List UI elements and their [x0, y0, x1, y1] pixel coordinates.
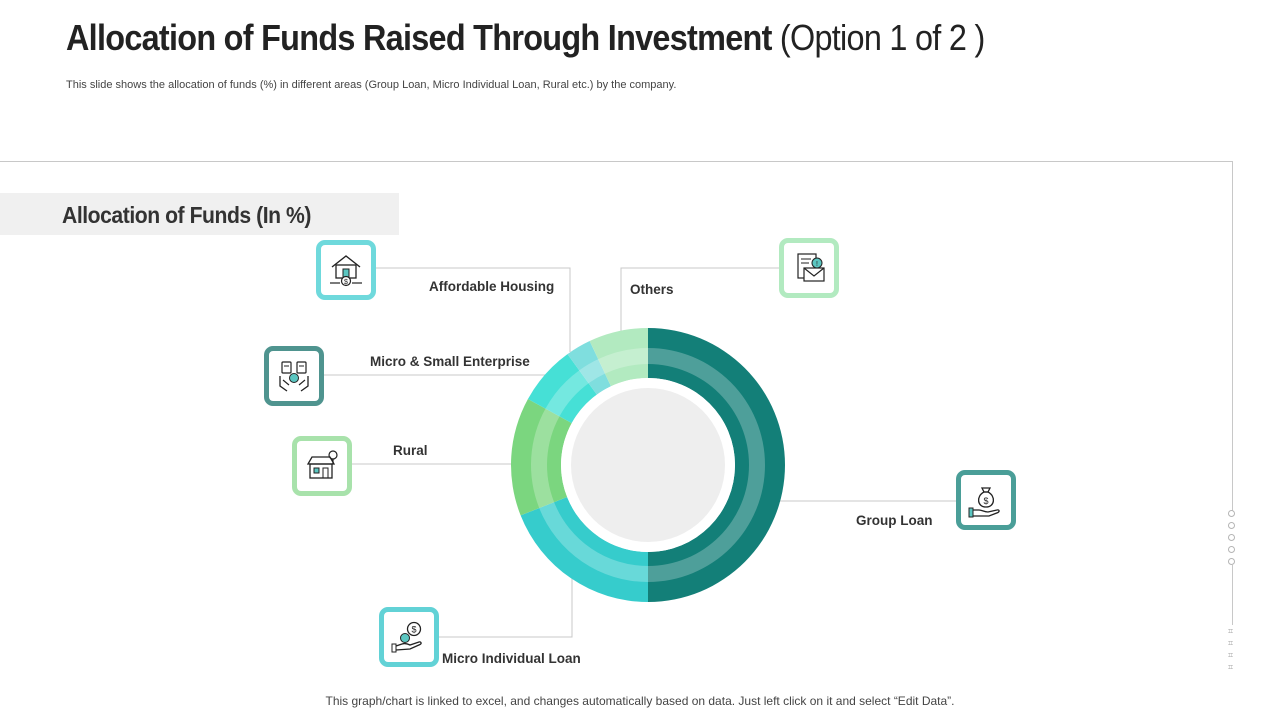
others-tile[interactable]: ! — [779, 238, 839, 298]
slice-others[interactable] — [589, 328, 648, 387]
slice-label-group-loan: Group Loan — [856, 513, 933, 528]
donut-center — [571, 388, 725, 542]
slice-label-micro-individual-loan: Micro Individual Loan — [442, 651, 581, 666]
slice-band-affordable-housing — [579, 359, 605, 384]
svg-text:$: $ — [344, 279, 348, 286]
title-main: Allocation of Funds Raised Through Inves… — [66, 17, 772, 58]
side-grip-icon: ⌗ — [1228, 638, 1234, 648]
svg-text:$: $ — [983, 496, 988, 506]
rural-tile[interactable] — [292, 436, 352, 496]
side-nav-dot[interactable] — [1228, 558, 1235, 565]
slice-band-micro-individual-loan — [539, 502, 648, 582]
svg-text:!: ! — [816, 261, 818, 268]
leader-line-others — [620, 267, 779, 331]
group-loan-tile[interactable]: $ — [956, 470, 1016, 530]
slice-micro-small-enterprise[interactable] — [527, 354, 597, 424]
frame-right-border — [1232, 161, 1233, 511]
slide-title: Allocation of Funds Raised Through Inves… — [66, 16, 985, 60]
house-coin-icon: $ — [330, 255, 362, 287]
side-nav-dot[interactable] — [1228, 534, 1235, 541]
donut-inner-rings — [531, 348, 765, 582]
section-title: Allocation of Funds (In %) — [62, 202, 311, 228]
side-grip-icon: ⌗ — [1228, 626, 1234, 636]
affordable-housing-tile[interactable]: $ — [316, 240, 376, 300]
slice-group-loan[interactable] — [648, 328, 785, 602]
calculator-hands-icon — [279, 361, 309, 392]
envelope-document-icon: ! — [797, 253, 825, 282]
section-header: Allocation of Funds (In %) — [0, 193, 399, 235]
slice-band-group-loan — [648, 348, 765, 582]
side-nav-dot[interactable] — [1228, 510, 1235, 517]
leader-line-affordable-housing — [376, 267, 571, 352]
frame-top-border — [0, 161, 1233, 162]
frame-right-border-lower — [1232, 565, 1233, 625]
slice-band-rural — [531, 408, 560, 509]
slice-labels: Group Loan Micro Individual Loan Rural Micr… — [370, 279, 933, 666]
svg-text:$: $ — [411, 625, 416, 635]
slice-micro-individual-loan[interactable] — [520, 497, 648, 602]
footer-note: This graph/chart is linked to excel, and… — [325, 694, 955, 708]
donut-slices[interactable] — [511, 328, 785, 602]
slice-band-micro-small-enterprise — [545, 370, 589, 417]
slice-label-micro-small-enterprise: Micro & Small Enterprise — [370, 354, 530, 369]
micro-small-enterprise-tile[interactable] — [264, 346, 324, 406]
leader-line-micro-individual-loan — [439, 578, 573, 638]
slice-band-others — [598, 348, 648, 374]
slice-label-others: Others — [630, 282, 674, 297]
side-nav-dot[interactable] — [1228, 522, 1235, 529]
slice-affordable-housing[interactable] — [567, 341, 611, 395]
coin-hand-icon: $ — [391, 621, 422, 653]
leader-lines — [324, 267, 958, 638]
rural-shop-icon — [306, 450, 338, 479]
side-grip-icon: ⌗ — [1228, 650, 1234, 660]
slice-label-rural: Rural — [393, 443, 428, 458]
side-nav-dot[interactable] — [1228, 546, 1235, 553]
slide-subtitle: This slide shows the allocation of funds… — [66, 79, 677, 91]
title-option-suffix: (Option 1 of 2 ) — [779, 17, 985, 58]
slice-label-affordable-housing: Affordable Housing — [429, 279, 554, 294]
micro-individual-loan-tile[interactable]: $ — [379, 607, 439, 667]
side-grip-icon: ⌗ — [1228, 662, 1234, 672]
money-bag-hand-icon: $ — [968, 487, 1000, 518]
slice-rural[interactable] — [511, 398, 572, 516]
